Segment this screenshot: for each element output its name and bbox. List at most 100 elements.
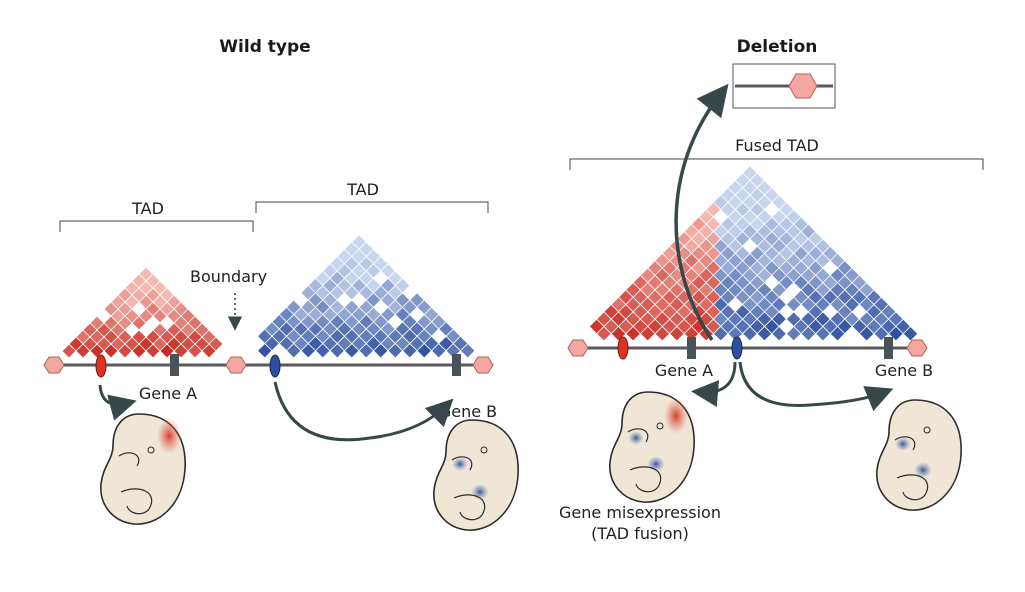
red-tad-cell [125, 323, 139, 337]
fused-tad-cell [641, 327, 655, 341]
blue-tad-cell [330, 286, 344, 300]
fused-tad-cell [750, 202, 764, 217]
fused-tad-cell [684, 312, 699, 326]
red-tad-cell [132, 316, 146, 330]
blue-tad-cell [453, 336, 468, 351]
blue-tad-cell [287, 344, 301, 358]
fused-tad-cell [721, 275, 735, 290]
regulation-arrow-b-del [738, 361, 894, 412]
fused-tad-cell [743, 283, 757, 297]
fused-tad-cell [714, 210, 728, 224]
red-tad-cell [146, 316, 160, 330]
blue-tad-cell [352, 264, 366, 278]
red-tad-cell [160, 316, 174, 330]
blue-tad-cell [308, 336, 323, 351]
fused-tad-cell [830, 297, 845, 312]
fused-tad-cell [794, 275, 808, 290]
red-tad-cell [132, 288, 146, 302]
blue-tad-cell [395, 293, 410, 307]
fused-tad-cell [648, 275, 662, 290]
fused-tad-cell [611, 297, 626, 312]
fused-tad-cell [735, 246, 750, 261]
blue-tad-cell [366, 336, 381, 351]
fused-tad-cell [648, 305, 662, 319]
fused-tad-cell [611, 312, 626, 326]
fused-tad-cell [787, 312, 801, 326]
fused-tad-cell [706, 232, 721, 246]
fused-tad-cell [765, 217, 779, 231]
tad-heatmap-right [243, 235, 475, 358]
blue-tad-cell [272, 329, 286, 343]
red-tad-cell [188, 316, 202, 330]
blue-tad-cell [352, 322, 366, 336]
fused-tad-cell [721, 246, 735, 261]
red-tad-cell [76, 344, 90, 358]
red-tad-cell [97, 323, 111, 337]
fused-tad-cell [816, 297, 830, 312]
fused-tad-cell [772, 195, 786, 209]
blue-tad-cell [316, 315, 330, 329]
red-tad-cell [174, 302, 188, 316]
blue-tad-cell [359, 344, 373, 358]
blue-tad-cell [359, 242, 373, 256]
fused-tad-cell [830, 283, 845, 297]
blue-tad-cell [359, 329, 373, 343]
blue-tad-cell [395, 278, 410, 293]
fused-tad-cell [816, 254, 830, 268]
blue-tad-cell [374, 329, 388, 343]
blue-tad-cell [330, 329, 344, 343]
blue-tad-cell [301, 329, 315, 343]
blue-tad-cell [316, 344, 330, 358]
fused-tad-cell [648, 319, 662, 334]
tad-right-bracket [255, 201, 489, 213]
blue-tad-cell [381, 336, 395, 351]
blue-tad-cell [308, 293, 323, 307]
fused-tad-cell [816, 283, 830, 297]
fused-tad-cell [728, 239, 742, 253]
gene-b-label-wt: Gene B [439, 402, 497, 421]
fused-tad-cell [714, 239, 728, 253]
red-tad-cell [174, 344, 188, 358]
fused-tad-cell [604, 305, 618, 319]
fused-tad-cell [787, 327, 801, 341]
fused-tad-cell [830, 327, 845, 341]
fused-tad-cell [743, 166, 757, 180]
fused-tad-cell [830, 254, 845, 268]
blue-tad-cell [403, 300, 417, 314]
blue-tad-cell [359, 257, 373, 271]
enhancer-blue-wt [269, 354, 281, 378]
red-tad-cell [139, 323, 153, 337]
gene-b-box-del [884, 337, 893, 359]
fused-tad-cell [750, 305, 764, 319]
fused-tad-cell [757, 224, 772, 239]
fused-tad-cell [677, 290, 691, 304]
blue-tad-cell [388, 344, 402, 358]
fused-tad-cell [721, 290, 735, 304]
red-tad-cell [209, 337, 223, 351]
fused-tad-cell [838, 261, 852, 275]
fused-tad-cell [881, 305, 896, 319]
blue-tad-cell [403, 329, 417, 343]
fused-tad-cell [641, 268, 655, 282]
fused-tad-cell [860, 312, 874, 326]
fused-tad-cell [714, 327, 728, 341]
fused-tad-cell [867, 290, 881, 304]
fused-tad-cell [706, 246, 721, 261]
red-tad-cell [97, 337, 111, 351]
red-tad-cell [125, 337, 139, 351]
fused-tad-cell [838, 319, 852, 334]
red-tad-cell [118, 344, 132, 358]
regulation-arrow-b-wt [273, 381, 454, 442]
blue-tad-cell [424, 322, 439, 336]
fused-tad-cell [662, 305, 677, 319]
blue-tad-cell [410, 336, 424, 351]
fused-tad-cell [655, 297, 669, 312]
blue-tad-cell [374, 300, 388, 314]
blue-tad-cell [330, 344, 344, 358]
fused-tad-cell [823, 261, 837, 275]
red-tad-cell [90, 330, 104, 344]
fused-tad-cell [867, 305, 881, 319]
red-tad-cell [132, 274, 146, 288]
red-tad-cell [111, 295, 125, 309]
fused-tad-cell [779, 261, 794, 275]
